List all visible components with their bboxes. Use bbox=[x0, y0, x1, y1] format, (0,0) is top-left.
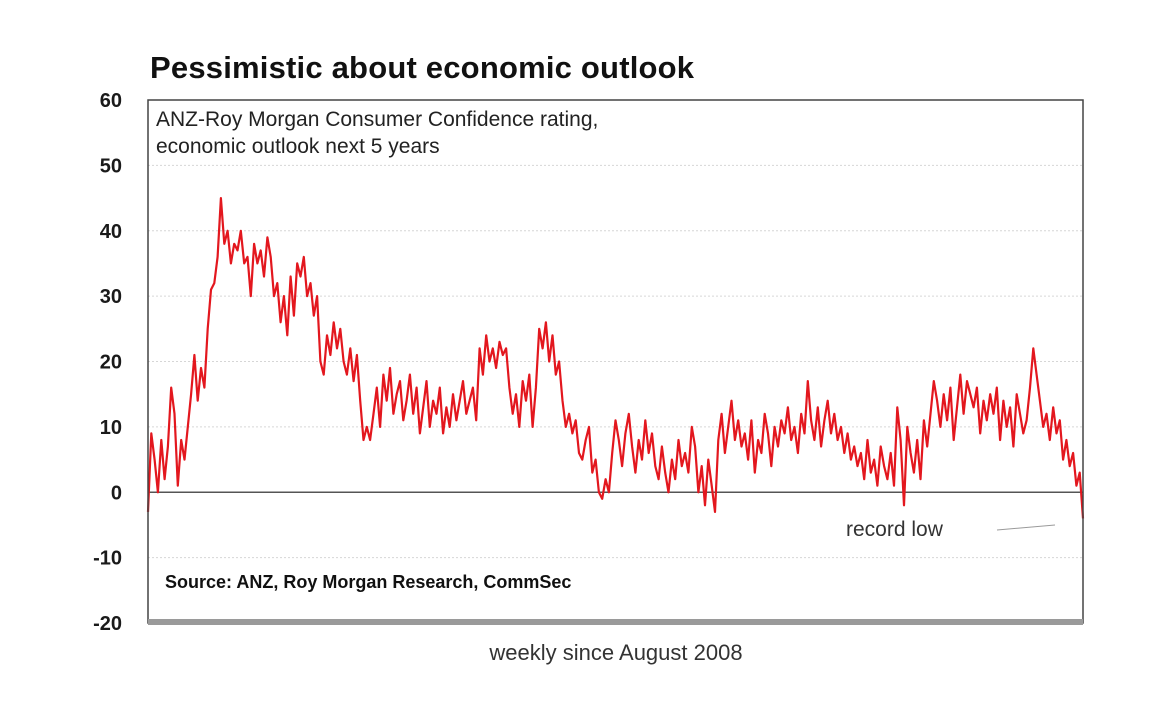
y-tick-label: 30 bbox=[100, 286, 122, 308]
chart-subtitle: ANZ-Roy Morgan Consumer Confidence ratin… bbox=[156, 106, 598, 160]
gridlines bbox=[148, 164, 1083, 559]
series-line bbox=[146, 197, 1085, 519]
series-layer bbox=[146, 197, 1085, 519]
chart-title: Pessimistic about economic outlook bbox=[150, 50, 695, 85]
y-tick-label: -10 bbox=[93, 548, 122, 570]
y-tick-label: 50 bbox=[100, 155, 122, 177]
record-low-leader bbox=[996, 524, 1056, 531]
y-tick-label: 40 bbox=[100, 221, 122, 243]
subtitle-line-1: ANZ-Roy Morgan Consumer Confidence ratin… bbox=[156, 108, 599, 131]
y-tick-label: -20 bbox=[93, 613, 122, 635]
y-axis-ticks: 60 50 40 30 20 10 0 -10 -20 bbox=[93, 90, 122, 635]
source-note: Source: ANZ, Roy Morgan Research, CommSe… bbox=[165, 572, 572, 592]
subtitle-line-2: economic outlook next 5 years bbox=[156, 135, 440, 158]
y-tick-label: 20 bbox=[100, 352, 122, 374]
record-low-annotation: record low bbox=[846, 518, 943, 541]
y-tick-label: 10 bbox=[100, 417, 122, 439]
x-axis-label: weekly since August 2008 bbox=[489, 640, 743, 665]
y-tick-label: 60 bbox=[100, 90, 122, 112]
y-tick-label: 0 bbox=[111, 482, 122, 504]
x-axis-band bbox=[148, 619, 1083, 625]
